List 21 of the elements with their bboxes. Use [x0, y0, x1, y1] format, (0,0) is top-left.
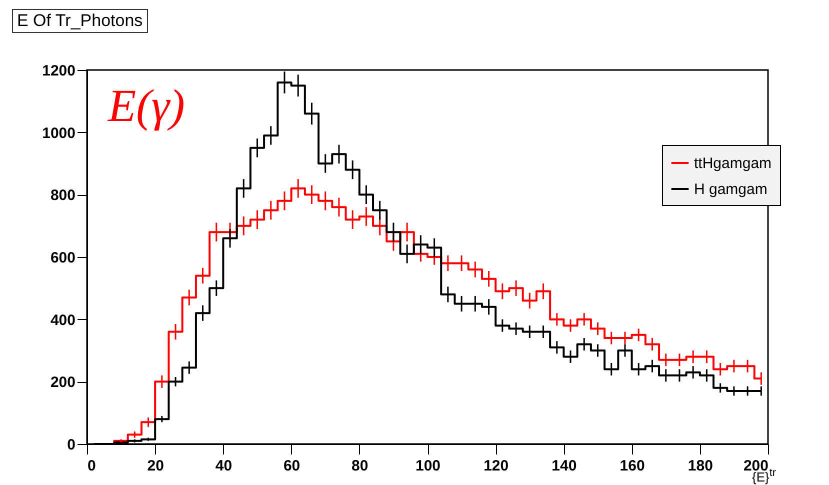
legend-label: ttHgamgam	[694, 155, 772, 172]
y-tick-label: 600	[50, 250, 76, 266]
chart-title: E Of Tr_Photons	[12, 9, 148, 33]
x-tick-label: 20	[147, 458, 164, 474]
y-tick-label: 200	[50, 374, 76, 392]
x-tick-label: 140	[552, 458, 577, 474]
annotation: E(γ)	[108, 79, 185, 133]
x-tick-label: 80	[352, 458, 368, 474]
x-tick-label: 40	[215, 458, 232, 474]
y-tick-label: 1200	[42, 62, 76, 80]
x-tick-label: 60	[283, 458, 300, 474]
x-tick-label: 100	[415, 458, 441, 474]
legend-label: H gamgam	[694, 181, 768, 198]
x-tick-label: 0	[88, 458, 96, 474]
x-tick-label: 160	[620, 458, 645, 474]
x-tick-label: 180	[688, 458, 713, 474]
y-tick-label: 400	[50, 312, 76, 329]
y-tick-label: 0	[67, 436, 76, 454]
y-tick-label: 800	[50, 187, 76, 204]
y-tick-label: 1000	[42, 124, 76, 142]
x-tick-label: 120	[484, 458, 509, 474]
